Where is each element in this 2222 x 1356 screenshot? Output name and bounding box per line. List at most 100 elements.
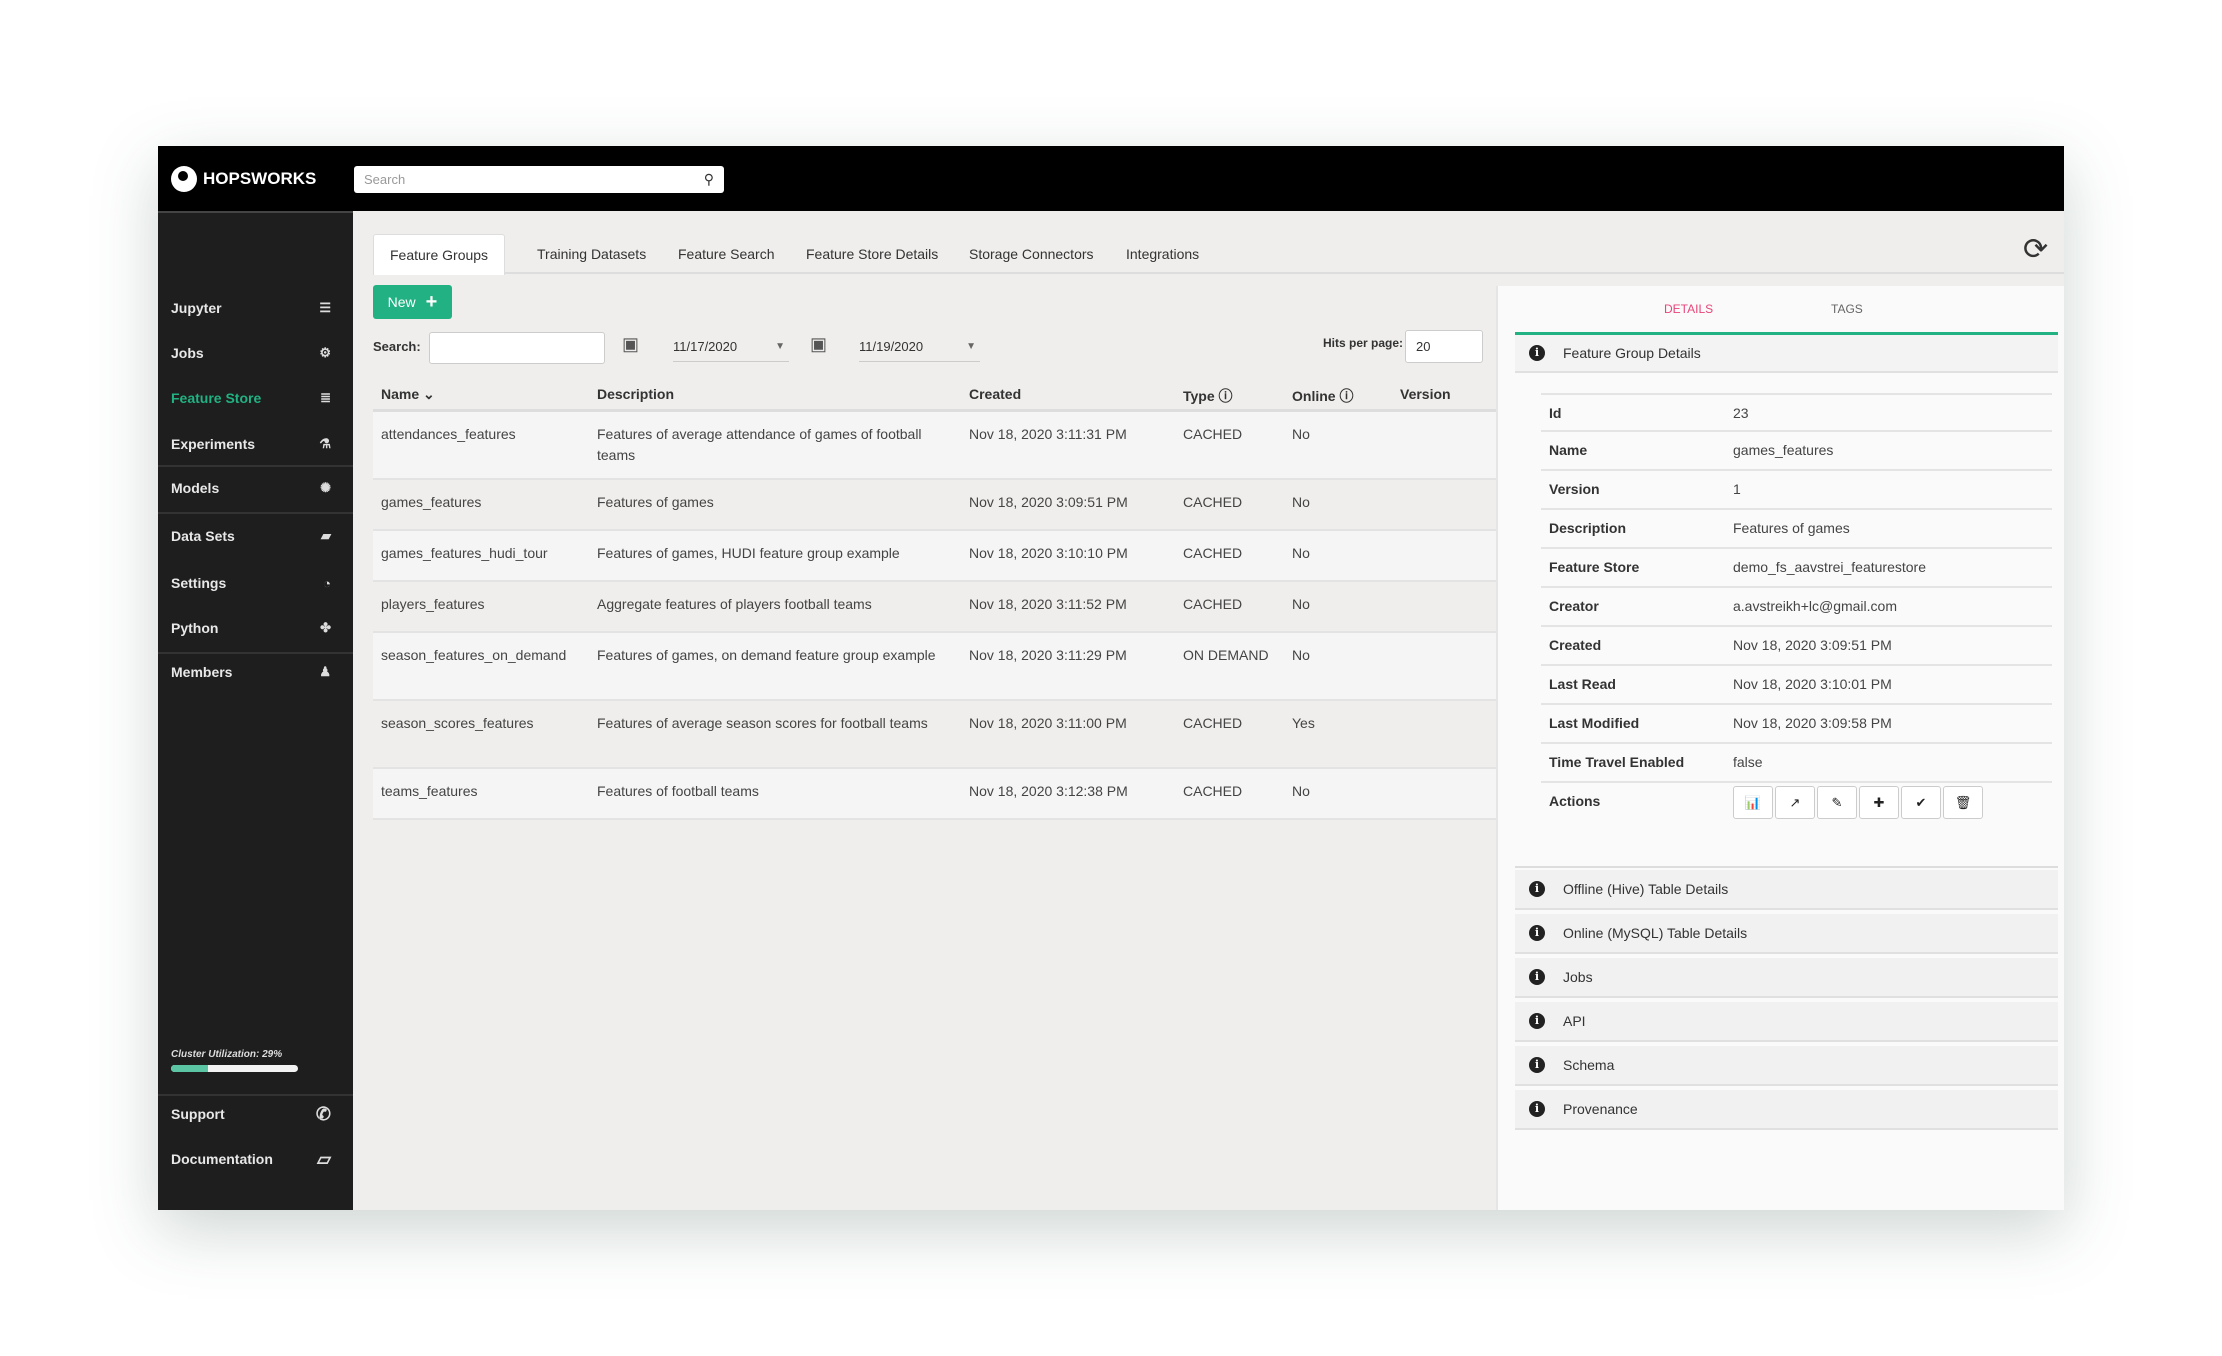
- header-name[interactable]: Name ⌄: [381, 386, 435, 403]
- sidebar-item-models[interactable]: Models ✺: [158, 468, 353, 508]
- search-icon[interactable]: ⚲: [703, 171, 714, 187]
- section-api[interactable]: i API: [1515, 1002, 2058, 1042]
- section-provenance[interactable]: i Provenance: [1515, 1090, 2058, 1130]
- info-icon[interactable]: ⓘ: [1339, 388, 1354, 404]
- global-search-input[interactable]: Search ⚲: [354, 166, 724, 193]
- section-offline-hive-table-details[interactable]: i Offline (Hive) Table Details: [1515, 870, 2058, 910]
- feature-group-name[interactable]: teams_features: [381, 783, 478, 799]
- tab-training-datasets[interactable]: Training Datasets: [537, 246, 647, 262]
- calendar-icon[interactable]: ▣: [622, 334, 640, 354]
- online-status: Yes: [1292, 715, 1315, 731]
- detail-value: Features of games: [1733, 520, 1850, 536]
- book-icon: ▱: [317, 1148, 331, 1169]
- support-label: Support: [171, 1106, 225, 1122]
- plus-button[interactable]: ✚: [1859, 786, 1899, 819]
- feature-group-name[interactable]: players_features: [381, 596, 485, 612]
- sidebar-item-documentation[interactable]: Documentation ▱: [158, 1139, 353, 1179]
- feature-group-name[interactable]: season_features_on_demand: [381, 647, 567, 663]
- feature-store-tabs: Feature Groups Training Datasets Feature S…: [373, 234, 2064, 275]
- external-link-button[interactable]: ↗: [1775, 786, 1815, 819]
- tab-storage-connectors[interactable]: Storage Connectors: [969, 246, 1094, 262]
- hits-per-page-input[interactable]: 20: [1405, 330, 1483, 363]
- sidebar-item-label: Models: [171, 480, 220, 496]
- divider: [158, 465, 353, 467]
- section-online-mysql-table-details[interactable]: i Online (MySQL) Table Details: [1515, 914, 2058, 954]
- table-row[interactable]: teams_features Features of football team…: [373, 769, 1639, 820]
- sidebar-item-jobs[interactable]: Jobs ⚙: [158, 333, 353, 373]
- feature-group-name[interactable]: season_scores_features: [381, 715, 534, 731]
- online-status: No: [1292, 596, 1310, 612]
- refresh-icon[interactable]: ⟳: [2023, 233, 2049, 266]
- sidebar-item-settings[interactable]: Settings ◔: [158, 563, 353, 603]
- tab-feature-store-details[interactable]: Feature Store Details: [806, 246, 939, 262]
- trash-icon: 🗑: [1954, 794, 1972, 810]
- new-button[interactable]: New +: [373, 285, 452, 319]
- feature-group-description: Features of average attendance of games …: [597, 426, 922, 463]
- table-row[interactable]: players_features Aggregate features of p…: [373, 582, 1639, 633]
- trash-button[interactable]: 🗑: [1943, 786, 1983, 819]
- feature-group-type: CACHED: [1183, 596, 1243, 612]
- cogs-icon: ⚙: [319, 345, 331, 360]
- calendar-icon[interactable]: ▣: [810, 334, 828, 354]
- sidebar-item-experiments[interactable]: Experiments ⚗: [158, 424, 353, 464]
- detail-row-description: Description Features of games: [1541, 510, 2052, 549]
- detail-value: games_features: [1733, 442, 1834, 458]
- date-to: 11/19/2020: [859, 339, 924, 354]
- sidebar-item-python[interactable]: Python ✤: [158, 608, 353, 648]
- sidebar-item-data-sets[interactable]: Data Sets ▰: [158, 516, 353, 556]
- sort-desc-icon: ⌄: [423, 386, 435, 402]
- date-to-picker[interactable]: 11/19/2020 ▼: [859, 332, 980, 362]
- header-type[interactable]: Type ⓘ: [1183, 386, 1233, 406]
- feature-group-type: CACHED: [1183, 426, 1243, 442]
- sidebar-item-support[interactable]: Support ✆: [158, 1094, 353, 1134]
- detail-key: Created: [1549, 637, 1602, 653]
- check-icon: ✔: [1915, 794, 1927, 810]
- table-row[interactable]: attendances_features Features of average…: [373, 412, 1639, 480]
- tab-feature-groups[interactable]: Feature Groups: [373, 234, 506, 275]
- date-from-picker[interactable]: 11/17/2020 ▼: [673, 332, 789, 362]
- feature-group-name[interactable]: games_features_hudi_tour: [381, 545, 548, 561]
- section-jobs[interactable]: i Jobs: [1515, 958, 2058, 998]
- header-created[interactable]: Created: [969, 386, 1022, 402]
- feature-group-name[interactable]: games_features: [381, 494, 482, 510]
- table-row[interactable]: season_scores_features Features of avera…: [373, 701, 1639, 769]
- plus-icon: ✚: [1873, 794, 1885, 810]
- hits-per-page-label: Hits per page:: [1323, 336, 1404, 350]
- sidebar-item-label: Members: [171, 664, 233, 680]
- detail-value: Nov 18, 2020 3:10:01 PM: [1733, 676, 1892, 692]
- header-online[interactable]: Online ⓘ: [1292, 386, 1353, 406]
- tab-feature-search[interactable]: Feature Search: [678, 246, 775, 262]
- table-search-input[interactable]: [429, 332, 605, 364]
- cluster-utilization-bar: [171, 1065, 298, 1072]
- table-row[interactable]: games_features Features of games Nov 18,…: [373, 480, 1639, 531]
- info-icon[interactable]: ⓘ: [1218, 388, 1233, 404]
- sidebar-item-feature-store[interactable]: Feature Store ≣: [158, 378, 353, 418]
- detail-key: Id: [1549, 405, 1562, 421]
- detail-key: Feature Store: [1549, 559, 1640, 575]
- sidebar-item-members[interactable]: Members ♟: [158, 652, 353, 692]
- sidebar-item-label: Jupyter: [171, 300, 222, 316]
- tab-details[interactable]: DETAILS: [1664, 302, 1714, 316]
- table-row[interactable]: games_features_hudi_tour Features of gam…: [373, 531, 1639, 582]
- logo[interactable]: HOPSWORKS: [171, 166, 316, 192]
- online-status: No: [1292, 783, 1310, 799]
- feature-group-name[interactable]: attendances_features: [381, 426, 516, 442]
- bar-chart-button[interactable]: 📊: [1733, 786, 1773, 819]
- detail-value: Nov 18, 2020 3:09:51 PM: [1733, 637, 1892, 653]
- online-status: No: [1292, 494, 1310, 510]
- created-date: Nov 18, 2020 3:11:52 PM: [969, 596, 1127, 612]
- tab-integrations[interactable]: Integrations: [1126, 246, 1200, 262]
- header-description[interactable]: Description: [597, 386, 675, 402]
- check-button[interactable]: ✔: [1901, 786, 1941, 819]
- users-icon: ♟: [319, 664, 331, 679]
- edit-button[interactable]: ✎: [1817, 786, 1857, 819]
- cluster-utilization-label: Cluster Utilization: 29%: [171, 1049, 283, 1060]
- flask-icon: ⚗: [319, 436, 331, 451]
- table-row[interactable]: season_features_on_demand Features of ga…: [373, 633, 1639, 701]
- sidebar-item-jupyter[interactable]: Jupyter ☰: [158, 288, 353, 328]
- tab-tags[interactable]: TAGS: [1831, 302, 1863, 316]
- caret-down-icon: ▼: [775, 341, 785, 352]
- detail-row-name: Name games_features: [1541, 432, 2052, 471]
- section-schema[interactable]: i Schema: [1515, 1046, 2058, 1086]
- feature-group-details-header[interactable]: i Feature Group Details: [1515, 335, 2058, 373]
